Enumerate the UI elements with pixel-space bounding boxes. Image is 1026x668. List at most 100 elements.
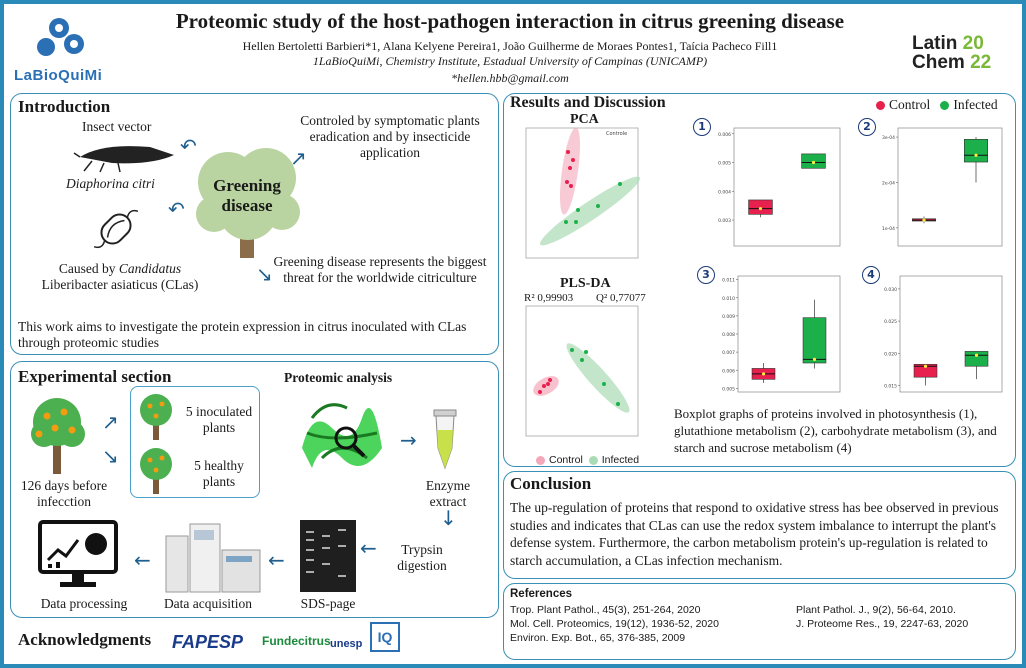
boxplot-4-number: 4 <box>862 266 880 284</box>
conclusion-panel <box>503 471 1016 579</box>
boxplot-1-number-text: 1 <box>698 120 706 133</box>
arrow-to-insect-icon: ↶ <box>180 134 197 158</box>
boxplot-3-number-text: 3 <box>702 268 710 281</box>
plsda-legend-control-label: Control <box>549 454 583 466</box>
boxplot-3-number: 3 <box>697 266 715 284</box>
orange-tree-icon <box>31 398 85 474</box>
references-heading: References <box>510 588 573 600</box>
pca-plot: Controle <box>525 127 640 259</box>
legend-infected-label: Infected <box>953 97 998 112</box>
proteomic-analysis-heading: Proteomic analysis <box>284 370 393 385</box>
bacteria-caption-part2: Liberibacter asiaticus ( <box>41 277 166 292</box>
plsda-legend-infected-label: Infected <box>601 454 640 466</box>
plsda-plot <box>525 305 639 437</box>
boxplot-4-number-text: 4 <box>867 268 875 281</box>
groups-box <box>130 386 260 498</box>
sds-page-label: SDS-page <box>300 596 356 611</box>
y-tick-label: 0.030 <box>884 287 897 293</box>
box-infected <box>964 139 989 163</box>
acknowledgments-heading: Acknowledgments <box>18 630 152 649</box>
bacteria-caption-genus: Candidatus <box>118 261 182 276</box>
molecule-logo-icon <box>37 18 84 56</box>
healthy-tree-icon <box>140 448 172 494</box>
pca-legend-text: Controle <box>606 131 627 137</box>
conclusion-heading: Conclusion <box>510 474 592 493</box>
mean-point <box>923 364 928 368</box>
boxplot-1-number: 1 <box>693 118 711 136</box>
y-tick-label: 0.005 <box>722 386 735 392</box>
boxplot-4: 0.015 0.020 0.025 0.030 <box>884 275 1003 393</box>
box-control <box>913 363 938 378</box>
bacteria-caption-part3: CLas) <box>165 277 199 292</box>
citrus-tree-icon <box>196 148 300 258</box>
plsda-title: PLS-DA <box>560 276 611 291</box>
arrow-to-monitor-icon: ← <box>134 548 151 572</box>
arrow-to-gel-icon: ← <box>360 536 377 560</box>
y-tick-label: 1e-04 <box>882 226 895 232</box>
latinchem-year1: 20 <box>962 33 984 54</box>
insect-vector-label: Insect vector <box>82 119 152 134</box>
y-tick-label: 0.010 <box>722 296 735 302</box>
unesp-logo: unesp <box>330 638 363 650</box>
y-tick-label: 0.004 <box>718 189 731 195</box>
legend-control-label: Control <box>889 97 931 112</box>
arrow-to-tube-icon: → <box>400 428 417 452</box>
y-tick-label: 0.003 <box>718 218 731 224</box>
contact-email: *hellen.hbb@gmail.com <box>451 71 569 85</box>
bacteria-caption-part1: Caused by <box>58 261 119 276</box>
greening-disease-label: Greening disease <box>213 176 281 215</box>
arrow-down-digestion-icon: ↓ <box>440 506 457 530</box>
poster-title: Proteomic study of the host-pathogen int… <box>175 9 845 33</box>
arrow-to-ms-icon: ← <box>268 548 285 572</box>
protein-structure-icon <box>302 403 382 468</box>
boxplot-2-number-text: 2 <box>863 120 871 133</box>
y-tick-label: 2e-04 <box>882 180 895 186</box>
reference-left-2: Mol. Cell. Proteomics, 19(12), 1936-52, … <box>510 618 719 630</box>
y-tick-label: 3e-04 <box>882 135 895 141</box>
y-tick-label: 0.006 <box>718 132 731 138</box>
affiliation: 1LaBioQuiMi, Chemistry Institute, Estadu… <box>312 54 708 68</box>
healthy-label: 5 healthy plants <box>194 458 244 489</box>
boxplot-caption: Boxplot graphs of proteins involved in p… <box>674 406 997 455</box>
arrow-to-bacteria-icon: ↶ <box>168 197 185 221</box>
boxplot-1: 0.003 0.004 0.005 0.006 <box>718 127 841 247</box>
latinchem-word2: Chem <box>912 52 965 73</box>
experimental-heading: Experimental section <box>18 367 172 386</box>
mean-point <box>922 218 926 222</box>
y-tick-label: 0.015 <box>884 384 897 390</box>
boxplot-2-number: 2 <box>858 118 876 136</box>
references-panel <box>503 583 1016 660</box>
mean-point <box>758 206 763 211</box>
monitor-chart-icon <box>38 520 118 587</box>
legend-control-dot <box>876 101 885 111</box>
mean-point <box>812 357 817 361</box>
labioquimi-logo: LaBioQuiMi <box>14 14 104 84</box>
fundecitrus-logo: Fundecitrus <box>262 634 331 648</box>
arrow-to-threat-icon: ↘ <box>256 262 273 286</box>
mean-point <box>761 372 766 376</box>
arrow-to-control-icon: ↗ <box>290 146 307 170</box>
arrow-inoculated-icon: ↗ <box>102 410 119 434</box>
y-tick-label: 0.020 <box>884 351 897 357</box>
data-processing-label: Data processing <box>40 596 128 611</box>
aim-text: This work aims to investigate the protei… <box>18 319 467 350</box>
reference-left-3: Environ. Exp. Bot., 65, 376-385, 2009 <box>510 632 686 644</box>
mean-point <box>811 160 816 165</box>
latinchem-logo: Latin 20 Chem 22 <box>912 34 1017 74</box>
bacteria-icon <box>93 209 139 249</box>
mean-point <box>974 353 979 357</box>
author-list: Hellen Bertoletti Barbieri*1, Alana Kely… <box>242 39 778 53</box>
fapesp-logo: FAPESP <box>172 632 244 652</box>
y-tick-label: 0.006 <box>722 368 735 374</box>
psyllid-insect-icon <box>73 146 174 173</box>
legend-infected-dot <box>940 101 950 111</box>
introduction-heading: Introduction <box>18 97 111 116</box>
plsda-legend: Control Infected <box>536 454 639 466</box>
y-tick-label: 0.011 <box>722 278 735 284</box>
plsda-q2: Q² 0,77077 <box>596 292 646 304</box>
plsda-r2: R² 0,99903 <box>524 292 574 304</box>
iq-logo: IQ <box>370 622 400 652</box>
y-tick-label: 0.007 <box>722 350 735 356</box>
trypsin-label: Trypsin digestion <box>397 542 447 573</box>
